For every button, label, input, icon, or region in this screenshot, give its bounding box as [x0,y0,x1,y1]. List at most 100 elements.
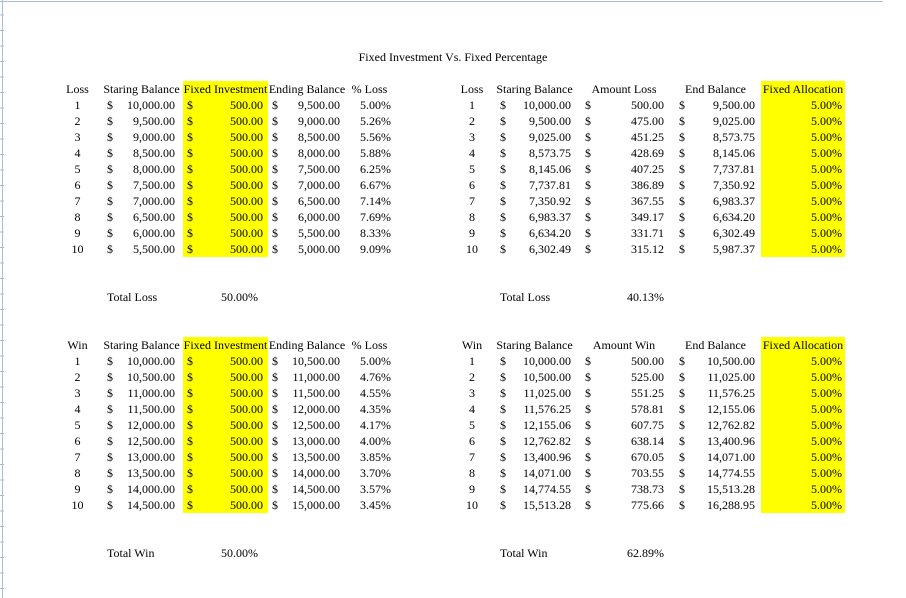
money-cell[interactable]: $407.25 [578,161,670,177]
percent-cell[interactable]: 5.00% [761,497,845,513]
percent-cell[interactable]: 8.33% [360,226,391,240]
row-index-cell[interactable]: 6 [74,178,81,192]
money-cell[interactable]: $6,500.00 [100,209,183,225]
row-index-cell[interactable]: 2 [469,114,475,128]
money-cell[interactable]: $8,573.75 [670,129,761,145]
row-index-cell[interactable]: 2 [74,370,81,384]
money-cell[interactable]: $500.00 [183,385,268,401]
row-index-cell[interactable]: 9 [74,226,81,240]
money-cell[interactable]: $14,500.00 [100,497,183,513]
money-cell[interactable]: $6,634.20 [670,209,761,225]
money-cell[interactable]: $500.00 [183,449,268,465]
money-cell[interactable]: $12,500.00 [100,433,183,449]
percent-cell[interactable]: 4.00% [360,434,391,448]
row-index-cell[interactable]: 7 [469,450,475,464]
percent-cell[interactable]: 7.69% [360,210,391,224]
money-cell[interactable]: $9,500.00 [491,113,578,129]
money-cell[interactable]: $13,000.00 [100,449,183,465]
money-cell[interactable]: $500.00 [183,465,268,481]
row-index-cell[interactable]: 3 [74,130,81,144]
row-index-cell[interactable]: 6 [74,434,81,448]
money-cell[interactable]: $13,400.96 [491,449,578,465]
row-index-cell[interactable]: 3 [469,386,475,400]
percent-cell[interactable]: 3.70% [360,466,391,480]
row-index-cell[interactable]: 5 [469,418,475,432]
percent-cell[interactable]: 3.57% [360,482,391,496]
money-cell[interactable]: $7,350.92 [670,177,761,193]
money-cell[interactable]: $14,500.00 [268,481,346,497]
money-cell[interactable]: $7,000.00 [268,177,346,193]
percent-cell[interactable]: 4.55% [360,386,391,400]
percent-cell[interactable]: 5.00% [761,465,845,481]
money-cell[interactable]: $8,145.06 [670,145,761,161]
money-cell[interactable]: $10,000.00 [100,97,183,113]
money-cell[interactable]: $9,025.00 [491,129,578,145]
money-cell[interactable]: $6,983.37 [670,193,761,209]
total-loss-value[interactable]: 40.13% [627,290,664,304]
money-cell[interactable]: $12,762.82 [670,417,761,433]
money-cell[interactable]: $6,000.00 [100,225,183,241]
money-cell[interactable]: $7,500.00 [100,177,183,193]
row-index-cell[interactable]: 1 [469,98,475,112]
percent-cell[interactable]: 6.67% [360,178,391,192]
money-cell[interactable]: $10,000.00 [491,97,578,113]
percent-cell[interactable]: 5.00% [761,353,845,369]
money-cell[interactable]: $349.17 [578,209,670,225]
money-cell[interactable]: $500.00 [183,193,268,209]
row-index-cell[interactable]: 5 [74,418,81,432]
total-loss-value[interactable]: 50.00% [221,290,258,304]
money-cell[interactable]: $13,500.00 [268,449,346,465]
money-cell[interactable]: $500.00 [183,353,268,369]
money-cell[interactable]: $12,155.06 [491,417,578,433]
row-index-cell[interactable]: 10 [71,498,84,512]
money-cell[interactable]: $578.81 [578,401,670,417]
money-cell[interactable]: $475.00 [578,113,670,129]
money-cell[interactable]: $6,983.37 [491,209,578,225]
money-cell[interactable]: $15,513.28 [670,481,761,497]
money-cell[interactable]: $607.75 [578,417,670,433]
percent-cell[interactable]: 6.25% [360,162,391,176]
row-index-cell[interactable]: 8 [469,210,475,224]
money-cell[interactable]: $500.00 [183,113,268,129]
percent-cell[interactable]: 5.00% [360,98,391,112]
money-cell[interactable]: $315.12 [578,241,670,257]
money-cell[interactable]: $11,500.00 [268,385,346,401]
percent-cell[interactable]: 5.00% [761,401,845,417]
money-cell[interactable]: $500.00 [578,97,670,113]
money-cell[interactable]: $500.00 [183,369,268,385]
row-index-cell[interactable]: 10 [466,498,478,512]
percent-cell[interactable]: 5.56% [360,130,391,144]
money-cell[interactable]: $11,500.00 [100,401,183,417]
percent-cell[interactable]: 4.76% [360,370,391,384]
money-cell[interactable]: $14,774.55 [670,465,761,481]
money-cell[interactable]: $12,000.00 [100,417,183,433]
money-cell[interactable]: $500.00 [183,481,268,497]
row-index-cell[interactable]: 10 [71,242,84,256]
money-cell[interactable]: $500.00 [183,129,268,145]
money-cell[interactable]: $10,000.00 [100,353,183,369]
money-cell[interactable]: $14,071.00 [491,465,578,481]
row-index-cell[interactable]: 4 [74,146,81,160]
money-cell[interactable]: $14,774.55 [491,481,578,497]
money-cell[interactable]: $670.05 [578,449,670,465]
row-index-cell[interactable]: 4 [469,402,475,416]
row-index-cell[interactable]: 1 [74,354,81,368]
money-cell[interactable]: $14,071.00 [670,449,761,465]
money-cell[interactable]: $11,025.00 [491,385,578,401]
money-cell[interactable]: $500.00 [183,209,268,225]
row-index-cell[interactable]: 1 [74,98,81,112]
money-cell[interactable]: $9,025.00 [670,113,761,129]
money-cell[interactable]: $500.00 [183,417,268,433]
money-cell[interactable]: $386.89 [578,177,670,193]
percent-cell[interactable]: 5.00% [761,161,845,177]
percent-cell[interactable]: 7.14% [360,194,391,208]
money-cell[interactable]: $500.00 [183,401,268,417]
row-index-cell[interactable]: 2 [469,370,475,384]
money-cell[interactable]: $11,000.00 [100,385,183,401]
percent-cell[interactable]: 5.00% [761,241,845,257]
money-cell[interactable]: $8,573.75 [491,145,578,161]
money-cell[interactable]: $12,762.82 [491,433,578,449]
money-cell[interactable]: $500.00 [183,225,268,241]
percent-cell[interactable]: 5.00% [761,97,845,113]
money-cell[interactable]: $551.25 [578,385,670,401]
